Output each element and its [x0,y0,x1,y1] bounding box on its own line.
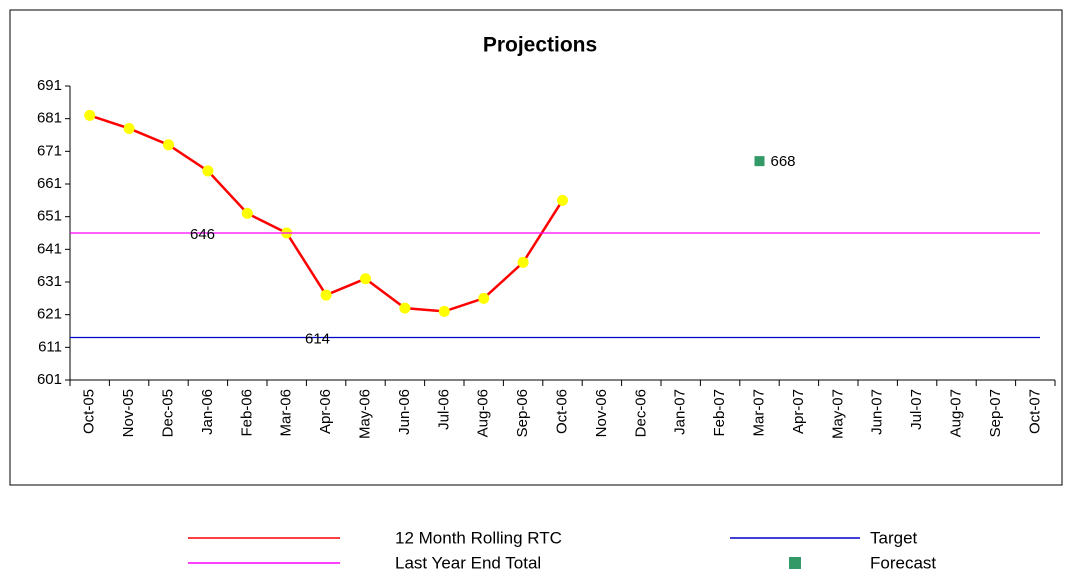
data-point [163,139,174,151]
x-tick-label: Nov-05 [120,389,137,437]
x-tick-label: May-06 [356,389,373,439]
x-tick-label: Jul-06 [435,389,452,430]
forecast-marker [754,156,765,167]
x-tick-label: Aug-07 [947,389,964,437]
x-tick-label: May-07 [829,389,846,439]
x-tick-label: Dec-06 [632,389,649,437]
x-tick-label: Apr-06 [317,389,334,434]
reference-label: 614 [305,331,330,348]
y-tick-label: 651 [37,208,62,225]
x-tick-label: Oct-05 [81,389,98,434]
x-tick-label: Jun-06 [396,389,413,435]
x-tick-label: Sep-06 [514,389,531,437]
y-tick-label: 621 [37,306,62,323]
x-tick-label: Oct-07 [1026,389,1043,434]
x-tick-label: Mar-06 [278,389,295,437]
y-tick-label: 631 [37,273,62,290]
legend-label: 12 Month Rolling RTC [395,528,562,547]
x-tick-label: Feb-06 [238,389,255,437]
x-tick-label: Aug-06 [475,389,492,437]
y-tick-label: 601 [37,371,62,388]
x-tick-label: Sep-07 [987,389,1004,437]
x-tick-label: Apr-07 [790,389,807,434]
y-tick-label: 611 [38,338,62,355]
x-tick-label: Mar-07 [750,389,767,437]
x-tick-label: Jun-07 [869,389,886,435]
data-point [202,165,214,177]
data-label: 668 [771,153,796,170]
y-tick-label: 661 [37,175,62,192]
chart-title: Projections [483,34,597,57]
data-point [557,194,568,206]
y-tick-label: 681 [37,110,62,127]
y-tick-label: 641 [37,240,62,257]
x-tick-label: Jan-06 [199,389,216,435]
data-point [123,122,135,134]
data-point [399,302,411,314]
x-tick-label: Jul-07 [908,389,925,430]
data-point [517,256,529,268]
data-point [241,207,253,219]
data-point [360,273,371,285]
chart-frame [9,9,1063,486]
y-tick-label: 671 [37,142,62,159]
data-point [320,289,332,301]
x-tick-label: Oct-06 [553,389,570,434]
data-point [84,109,96,121]
reference-label: 646 [190,226,215,243]
x-tick-label: Dec-05 [159,389,176,437]
x-tick-label: Jan-07 [672,389,689,435]
legend-label: Target [870,528,918,547]
x-tick-label: Feb-07 [711,389,728,437]
legend-label: Last Year End Total [395,553,541,572]
data-point [478,292,490,304]
legend-swatch [789,557,801,569]
x-tick-label: Nov-06 [593,389,610,437]
data-point [438,305,450,317]
y-tick-label: 691 [37,77,62,94]
legend-label: Forecast [870,553,936,572]
